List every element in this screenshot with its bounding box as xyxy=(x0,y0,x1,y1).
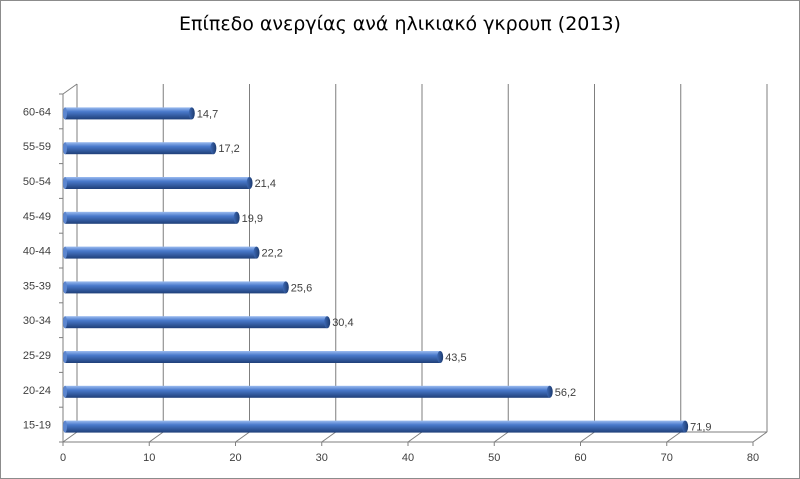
bar-cap xyxy=(324,316,331,329)
data-label: 43,5 xyxy=(445,352,466,364)
x-tick-label: 30 xyxy=(316,452,328,464)
floor-gridline xyxy=(752,431,768,443)
bar-base xyxy=(63,351,67,363)
floor-gridline xyxy=(580,431,595,443)
y-tick-label: 15-19 xyxy=(23,420,51,432)
bar xyxy=(63,281,289,294)
bar-body xyxy=(65,281,286,294)
bar-base xyxy=(63,385,67,398)
y-tick-label: 40-44 xyxy=(23,246,51,258)
data-label: 22,2 xyxy=(261,248,282,260)
x-tick-label: 20 xyxy=(229,452,241,464)
bar xyxy=(63,246,260,259)
bar-body xyxy=(65,142,214,155)
bar-cap xyxy=(682,420,689,433)
x-tick-label: 10 xyxy=(143,452,155,464)
floor-gridline xyxy=(321,431,337,443)
floor-gridline xyxy=(62,431,78,443)
bar-base xyxy=(63,107,67,120)
data-label: 30,4 xyxy=(332,317,353,329)
y-tick-label: 60-64 xyxy=(23,106,51,118)
bar xyxy=(63,385,553,398)
x-tick-label: 40 xyxy=(402,452,414,464)
chart-title: Επίπεδο ανεργίας ανά ηλικιακό γκρουπ (20… xyxy=(179,13,621,35)
floor-gridline xyxy=(148,431,164,443)
bar-base xyxy=(63,281,67,294)
bar-base xyxy=(63,246,67,259)
bar-body xyxy=(65,246,257,259)
floor-gridline xyxy=(666,431,682,443)
data-label: 71,9 xyxy=(690,422,711,434)
bar-body xyxy=(65,420,686,433)
data-label: 19,9 xyxy=(242,213,263,225)
bar-base xyxy=(63,142,67,155)
bar-body xyxy=(65,385,550,398)
bar-base xyxy=(63,177,67,189)
bar-cap xyxy=(546,385,553,398)
bar-base xyxy=(63,316,67,329)
left-wall-top xyxy=(62,83,78,95)
x-tick-label: 80 xyxy=(747,452,759,464)
y-tick-label: 25-29 xyxy=(23,350,51,362)
bar xyxy=(63,420,689,433)
data-label: 17,2 xyxy=(218,143,239,155)
bar xyxy=(63,177,253,189)
bar xyxy=(63,211,240,224)
bar-cap xyxy=(233,211,240,224)
data-label: 56,2 xyxy=(555,387,576,399)
bar-cap xyxy=(282,281,289,294)
y-tick-label: 55-59 xyxy=(23,141,51,153)
x-tick-label: 60 xyxy=(574,452,586,464)
bar xyxy=(63,351,444,363)
bar-cap xyxy=(246,177,253,189)
bar xyxy=(63,142,217,155)
floor-gridline xyxy=(493,431,509,443)
x-tick-label: 0 xyxy=(60,452,66,464)
label-layer: 0 10 20 30 40 50 60 70 80 60-64 55-59 50-54 45-49 40-… xyxy=(23,106,759,464)
bar xyxy=(63,316,331,329)
bar-base xyxy=(63,420,67,433)
floor-gridline xyxy=(407,431,423,443)
bar-body xyxy=(65,107,192,120)
y-tick-label: 35-39 xyxy=(23,280,51,292)
y-tick-label: 20-24 xyxy=(23,385,51,397)
y-tick-label: 30-34 xyxy=(23,315,51,327)
bar-cap xyxy=(253,246,260,259)
y-tick-label: 45-49 xyxy=(23,211,51,223)
data-label: 21,4 xyxy=(255,178,276,190)
x-tick-label: 50 xyxy=(488,452,500,464)
bar-layer xyxy=(63,107,689,433)
data-label: 14,7 xyxy=(197,108,218,120)
bar-base xyxy=(63,211,67,224)
bar-cap xyxy=(437,351,444,363)
bar-body xyxy=(65,211,237,224)
bar-body xyxy=(65,177,250,189)
floor-gridline xyxy=(235,431,250,443)
y-tick-label: 50-54 xyxy=(23,176,51,188)
bar-body xyxy=(65,316,328,329)
x-tick-label: 70 xyxy=(661,452,673,464)
bar-cap xyxy=(188,107,195,120)
bar xyxy=(63,107,195,120)
bar-cap xyxy=(210,142,217,155)
bar-body xyxy=(65,351,441,363)
data-label: 25,6 xyxy=(291,282,312,294)
